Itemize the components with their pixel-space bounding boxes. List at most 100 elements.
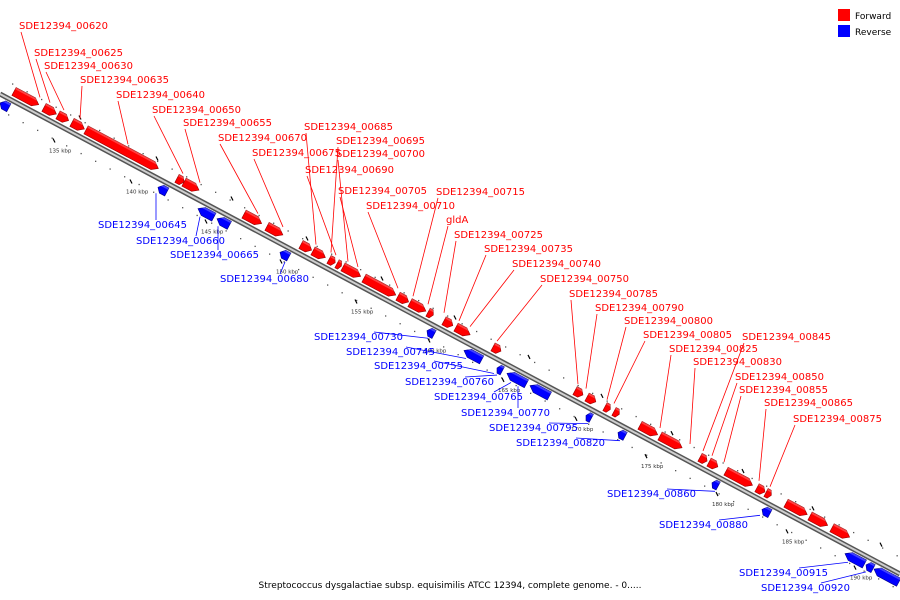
reverse-gene[interactable] xyxy=(528,381,552,401)
forward-gene-label[interactable]: SDE12394_00740 xyxy=(512,259,601,270)
forward-gene[interactable] xyxy=(441,316,455,330)
forward-gene-label[interactable]: SDE12394_00700 xyxy=(336,149,425,160)
reverse-gene[interactable] xyxy=(864,560,876,574)
reverse-gene-label[interactable]: SDE12394_00645 xyxy=(98,220,187,231)
forward-gene[interactable] xyxy=(83,125,161,173)
forward-gene[interactable] xyxy=(697,452,710,465)
forward-gene-label[interactable]: SDE12394_00825 xyxy=(669,344,758,355)
forward-gene-label[interactable]: SDE12394_00855 xyxy=(739,385,828,396)
reverse-gene[interactable] xyxy=(584,411,594,423)
forward-gene[interactable] xyxy=(334,259,344,270)
forward-gene-label[interactable]: SDE12394_00750 xyxy=(540,274,629,285)
reverse-gene[interactable] xyxy=(278,248,292,262)
forward-gene-label[interactable]: SDE12394_00695 xyxy=(336,136,425,147)
forward-gene-label[interactable]: SDE12394_00830 xyxy=(693,357,782,368)
forward-gene-label[interactable]: SDE12394_00785 xyxy=(569,289,658,300)
forward-gene[interactable] xyxy=(41,103,59,118)
forward-gene-label[interactable]: SDE12394_00875 xyxy=(793,414,882,425)
forward-gene[interactable] xyxy=(602,402,613,414)
forward-gene-label[interactable]: SDE12394_00705 xyxy=(338,186,427,197)
reverse-gene-label[interactable]: SDE12394_00730 xyxy=(314,332,403,343)
reverse-gene[interactable] xyxy=(710,478,721,491)
forward-gene-label[interactable]: SDE12394_00630 xyxy=(44,61,133,72)
reverse-gene[interactable] xyxy=(196,204,217,222)
forward-gene[interactable] xyxy=(298,240,314,255)
reverse-gene[interactable] xyxy=(0,99,12,113)
forward-gene-label[interactable]: SDE12394_00800 xyxy=(624,316,713,327)
forward-gene[interactable] xyxy=(754,483,768,496)
reverse-gene-label[interactable]: SDE12394_00880 xyxy=(659,520,748,531)
reverse-gene-label[interactable]: SDE12394_00755 xyxy=(374,361,463,372)
reverse-gene[interactable] xyxy=(505,369,529,389)
forward-gene[interactable] xyxy=(723,466,755,489)
forward-gene[interactable] xyxy=(174,174,187,186)
forward-gene[interactable] xyxy=(763,488,774,500)
forward-gene-label[interactable]: gldA xyxy=(446,215,468,226)
reverse-gene[interactable] xyxy=(495,364,505,376)
reverse-gene-label[interactable]: SDE12394_00860 xyxy=(607,489,696,500)
reverse-gene[interactable] xyxy=(760,505,773,519)
forward-gene[interactable] xyxy=(490,342,504,355)
forward-gene[interactable] xyxy=(11,87,41,108)
forward-gene-label[interactable]: SDE12394_00675 xyxy=(252,148,341,159)
forward-gene[interactable] xyxy=(657,431,685,452)
forward-gene[interactable] xyxy=(241,209,264,227)
forward-gene-label[interactable]: SDE12394_00640 xyxy=(116,90,205,101)
forward-gene[interactable] xyxy=(361,273,398,299)
forward-gene[interactable] xyxy=(69,118,87,133)
forward-gene[interactable] xyxy=(181,177,202,194)
reverse-gene-label[interactable]: SDE12394_00745 xyxy=(346,347,435,358)
reverse-gene-label[interactable]: SDE12394_00760 xyxy=(405,377,494,388)
forward-gene[interactable] xyxy=(395,291,411,306)
reverse-gene[interactable] xyxy=(425,326,437,339)
reverse-gene-label[interactable]: SDE12394_00665 xyxy=(170,250,259,261)
reverse-gene[interactable] xyxy=(215,214,232,230)
forward-gene-label[interactable]: SDE12394_00735 xyxy=(484,244,573,255)
reverse-gene[interactable] xyxy=(843,549,867,569)
forward-gene[interactable] xyxy=(572,386,586,399)
forward-gene-label[interactable]: SDE12394_00805 xyxy=(643,330,732,341)
forward-gene-label[interactable]: SDE12394_00725 xyxy=(454,230,543,241)
forward-gene[interactable] xyxy=(829,523,852,541)
forward-gene-label[interactable]: SDE12394_00620 xyxy=(19,21,108,32)
reverse-gene-label[interactable]: SDE12394_00680 xyxy=(220,274,309,285)
reverse-gene-label[interactable]: SDE12394_00915 xyxy=(739,568,828,579)
forward-gene[interactable] xyxy=(264,222,286,238)
reverse-gene[interactable] xyxy=(462,346,485,365)
forward-gene[interactable] xyxy=(425,307,436,319)
forward-gene[interactable] xyxy=(706,457,720,471)
forward-gene-label[interactable]: SDE12394_00845 xyxy=(742,332,831,343)
reverse-gene-label[interactable]: SDE12394_00770 xyxy=(461,408,550,419)
forward-gene-label[interactable]: SDE12394_00850 xyxy=(735,372,824,383)
forward-gene[interactable] xyxy=(326,255,338,266)
forward-gene[interactable] xyxy=(453,322,473,338)
forward-gene-label[interactable]: SDE12394_00625 xyxy=(34,48,123,59)
forward-gene-label[interactable]: SDE12394_00635 xyxy=(80,75,169,86)
forward-gene-label[interactable]: SDE12394_00715 xyxy=(436,187,525,198)
forward-gene-label[interactable]: SDE12394_00655 xyxy=(183,118,272,129)
reverse-gene-label[interactable]: SDE12394_00820 xyxy=(516,438,605,449)
reverse-gene[interactable] xyxy=(156,183,170,197)
forward-gene-label[interactable]: SDE12394_00790 xyxy=(595,303,684,314)
forward-gene[interactable] xyxy=(340,262,363,280)
forward-gene[interactable] xyxy=(783,498,810,518)
reverse-gene-label[interactable]: SDE12394_00765 xyxy=(434,392,523,403)
forward-gene-label[interactable]: SDE12394_00710 xyxy=(366,201,455,212)
forward-gene[interactable] xyxy=(310,246,328,262)
reverse-gene[interactable] xyxy=(616,428,628,441)
forward-gene[interactable] xyxy=(407,298,429,315)
reverse-gene-label[interactable]: SDE12394_00660 xyxy=(136,236,225,247)
forward-gene[interactable] xyxy=(611,407,622,418)
forward-gene-label[interactable]: SDE12394_00690 xyxy=(305,165,394,176)
forward-gene-label[interactable]: SDE12394_00685 xyxy=(304,122,393,133)
reverse-gene-label[interactable]: SDE12394_00795 xyxy=(489,423,578,434)
reverse-gene-label[interactable]: SDE12394_00920 xyxy=(761,583,850,594)
reverse-gene[interactable] xyxy=(872,565,900,587)
forward-gene[interactable] xyxy=(55,110,71,125)
forward-gene-label[interactable]: SDE12394_00650 xyxy=(152,105,241,116)
forward-gene-label[interactable]: SDE12394_00865 xyxy=(764,398,853,409)
forward-gene[interactable] xyxy=(807,511,830,529)
forward-gene[interactable] xyxy=(584,392,598,406)
forward-gene[interactable] xyxy=(637,420,660,438)
forward-gene-label[interactable]: SDE12394_00670 xyxy=(218,133,307,144)
